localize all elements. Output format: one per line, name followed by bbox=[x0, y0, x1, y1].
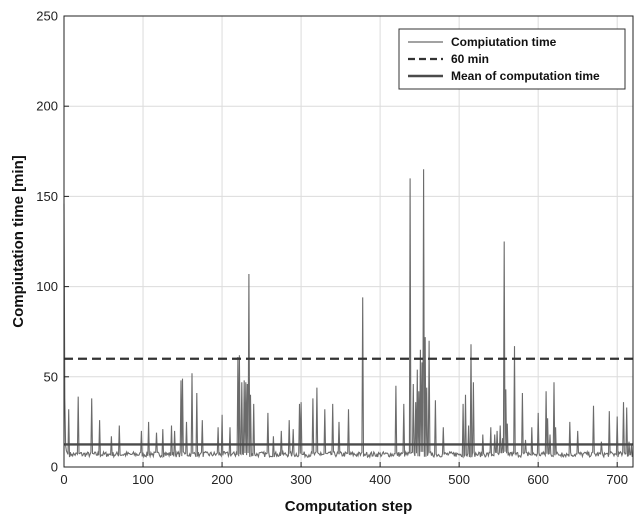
legend-label-60-min: 60 min bbox=[451, 52, 489, 66]
x-tick-label: 0 bbox=[60, 472, 67, 487]
x-tick-label: 100 bbox=[132, 472, 154, 487]
y-tick-label: 50 bbox=[44, 369, 58, 384]
y-tick-label: 150 bbox=[36, 189, 58, 204]
series-line-compiutation-time bbox=[63, 169, 634, 459]
y-axis-ticks: 0 50 100 150 200 250 bbox=[36, 9, 69, 475]
x-tick-label: 500 bbox=[448, 472, 470, 487]
y-tick-label: 0 bbox=[51, 460, 58, 475]
x-tick-label: 200 bbox=[211, 472, 233, 487]
x-tick-label: 700 bbox=[606, 472, 628, 487]
y-tick-label: 100 bbox=[36, 279, 58, 294]
y-tick-label: 250 bbox=[36, 9, 58, 24]
x-tick-label: 400 bbox=[369, 472, 391, 487]
legend-label-mean: Mean of computation time bbox=[451, 69, 600, 83]
x-axis-ticks: 0 100 200 300 400 500 600 700 bbox=[60, 462, 628, 487]
legend-label-compiutation-time: Compiutation time bbox=[451, 35, 557, 49]
legend: Compiutation time 60 min Mean of computa… bbox=[398, 28, 626, 90]
x-tick-label: 600 bbox=[527, 472, 549, 487]
x-axis-title: Computation step bbox=[285, 498, 413, 515]
y-tick-label: 200 bbox=[36, 99, 58, 114]
plot-frame bbox=[63, 15, 634, 468]
y-axis-title: Compiutation time [min] bbox=[10, 155, 27, 328]
x-tick-label: 300 bbox=[290, 472, 312, 487]
series-layer bbox=[63, 169, 634, 459]
